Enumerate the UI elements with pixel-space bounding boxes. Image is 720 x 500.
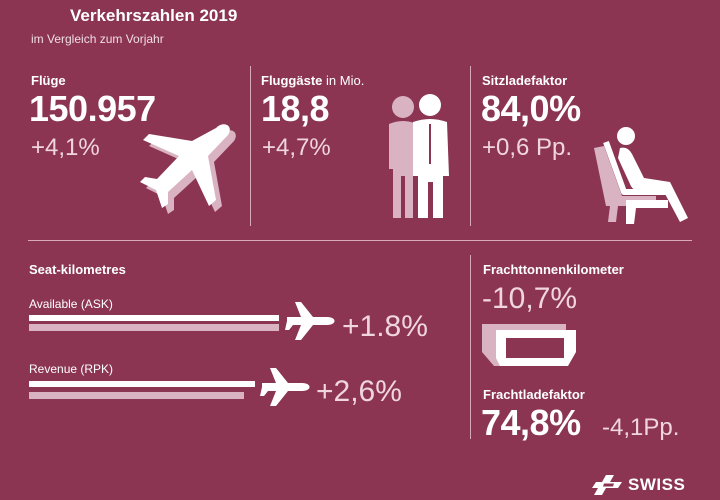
ask-bar [29, 315, 279, 321]
flights-value: 150.957 [29, 88, 156, 129]
swiss-logo-icon [592, 475, 622, 495]
rpk-bar-shadow [29, 392, 244, 399]
rpk-label: Revenue (RPK) [29, 362, 114, 376]
airplane-icon [140, 124, 236, 214]
divider-v2 [470, 66, 471, 226]
flights-change: +4,1% [31, 134, 100, 161]
divider-v3 [470, 255, 471, 439]
page-title: Verkehrszahlen 2019 [70, 6, 238, 25]
brand-name: SWISS [628, 475, 686, 494]
people-icon [389, 94, 449, 218]
cargo-container-icon [482, 324, 576, 366]
seat-icon [594, 127, 688, 224]
load-factor-change: +0,6 Pp. [482, 134, 573, 161]
load-factor-label: Sitzladefaktor [482, 73, 568, 88]
swiss-logo: SWISS [592, 474, 686, 496]
rpk-bar [29, 381, 255, 387]
divider-v1 [250, 66, 251, 226]
ask-bar-shadow [29, 324, 279, 331]
passengers-value: 18,8 [261, 88, 330, 129]
load-factor-value: 84,0% [481, 88, 581, 129]
ask-label: Available (ASK) [29, 297, 113, 311]
airplane-icon [260, 368, 310, 406]
flights-label: Flüge [31, 73, 66, 88]
cargo-load-factor-value: 74,8% [481, 402, 581, 443]
rpk-change: +2,6% [316, 375, 402, 408]
cargo-tonne-km-change: -10,7% [482, 282, 578, 315]
passengers-label-bold: Fluggäste [261, 73, 323, 88]
airplane-icon [285, 302, 335, 340]
passengers-change: +4,7% [262, 134, 331, 161]
divider-h [28, 240, 692, 241]
cargo-load-factor-label: Frachtladefaktor [483, 387, 585, 402]
seat-km-label: Seat-kilometres [29, 262, 126, 277]
page-subtitle: im Vergleich zum Vorjahr [31, 32, 164, 46]
passengers-label-unit: in Mio. [322, 73, 365, 88]
passengers-label: Fluggäste in Mio. [261, 73, 364, 88]
cargo-tonne-km-label: Frachttonnenkilometer [483, 262, 624, 277]
cargo-load-factor-change: -4,1Pp. [602, 414, 680, 441]
ask-change: +1.8% [342, 310, 428, 343]
